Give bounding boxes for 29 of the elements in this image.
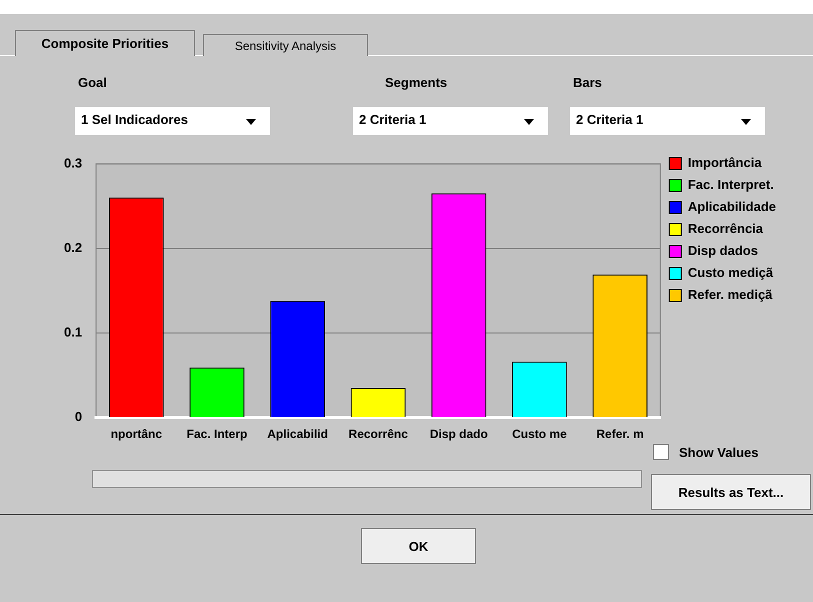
legend-label: Disp dados: [688, 243, 758, 258]
y-tick-label: 0.1: [64, 324, 82, 340]
legend-label: Recorrência: [688, 221, 764, 236]
x-tick-label: Fac. Interp: [186, 427, 248, 442]
text: OK: [361, 528, 476, 564]
legend-label: Refer. mediçã: [688, 287, 774, 302]
legend-label: Aplicabilidade: [688, 199, 776, 214]
y-tick-label: 0.2: [64, 240, 82, 255]
text: 1 Sel Indicadores: [81, 112, 188, 127]
x-tick-label: nportânc: [110, 427, 162, 442]
text: Sensitivity Analysis: [203, 34, 368, 56]
x-tick-label: Disp dado: [430, 427, 488, 442]
legend-label: Fac. Interpret.: [688, 177, 774, 192]
legend-label: Importância: [688, 155, 762, 170]
x-tick-label: Recorrênc: [348, 427, 408, 442]
text: Goal: [78, 75, 108, 92]
x-tick-label: Custo me: [512, 427, 568, 442]
text: Segments: [385, 75, 448, 92]
y-tick-label: 0.3: [64, 155, 82, 170]
legend-label: Custo mediçã: [688, 265, 774, 280]
y-tick-label: 0: [74, 409, 82, 424]
text: 2 Criteria 1: [359, 112, 426, 127]
text: Results as Text...: [651, 474, 811, 510]
x-tick-label: Aplicabilid: [267, 427, 328, 442]
text: Show Values: [679, 444, 758, 460]
text: Composite Priorities: [15, 30, 195, 56]
text: 2 Criteria 1: [576, 112, 644, 127]
x-tick-label: Refer. m: [596, 427, 644, 442]
text: Bars: [573, 75, 603, 92]
